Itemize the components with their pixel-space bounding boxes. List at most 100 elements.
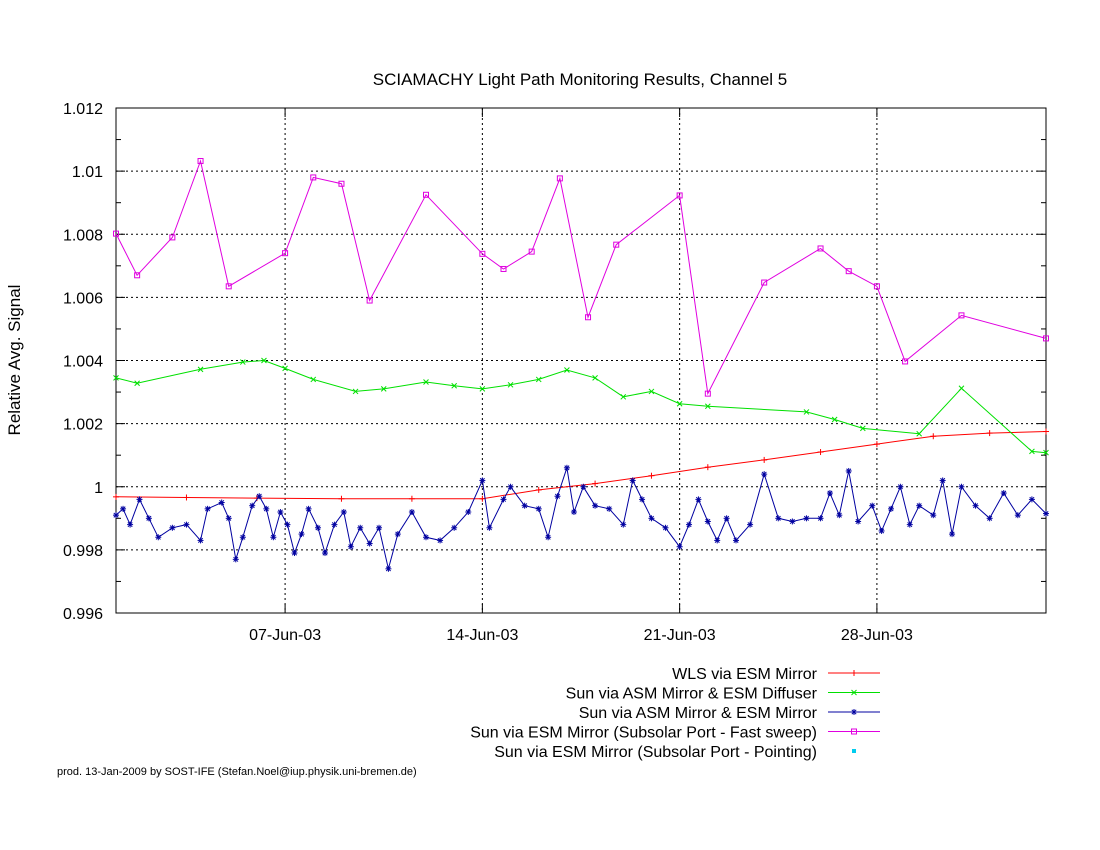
legend-label: Sun via ASM Mirror & ESM Mirror bbox=[579, 705, 818, 722]
data-point bbox=[113, 493, 119, 500]
data-point bbox=[338, 495, 345, 502]
data-point bbox=[479, 495, 486, 502]
data-point bbox=[958, 483, 965, 490]
data-point bbox=[305, 505, 312, 512]
y-tick-label: 1.01 bbox=[72, 164, 103, 181]
data-point bbox=[338, 180, 345, 187]
data-point bbox=[958, 312, 965, 319]
x-tick-label: 07-Jun-03 bbox=[249, 627, 321, 644]
y-tick-label: 1.002 bbox=[63, 417, 103, 434]
data-point bbox=[366, 297, 373, 304]
series-group bbox=[113, 158, 1049, 572]
data-point bbox=[134, 272, 141, 279]
data-point bbox=[851, 728, 857, 735]
data-point bbox=[803, 515, 810, 522]
data-point bbox=[676, 400, 683, 407]
data-point bbox=[423, 534, 429, 541]
data-point bbox=[648, 472, 655, 479]
data-point bbox=[972, 502, 979, 509]
data-point bbox=[465, 509, 472, 515]
data-point bbox=[423, 191, 429, 198]
data-point bbox=[648, 388, 655, 395]
data-point bbox=[169, 234, 176, 241]
data-point bbox=[500, 496, 507, 503]
data-point bbox=[127, 521, 134, 528]
data-point bbox=[606, 505, 613, 512]
data-point bbox=[528, 248, 535, 255]
data-point bbox=[380, 386, 387, 392]
data-point bbox=[535, 505, 542, 512]
data-point bbox=[486, 524, 493, 531]
y-tick-label: 0.996 bbox=[63, 606, 103, 623]
data-point bbox=[408, 495, 415, 502]
series-2 bbox=[113, 357, 1049, 456]
data-point bbox=[352, 388, 359, 395]
data-point bbox=[789, 518, 796, 525]
data-point bbox=[479, 386, 486, 392]
data-point bbox=[916, 430, 923, 437]
data-point bbox=[437, 537, 444, 544]
data-point bbox=[270, 534, 277, 541]
data-point bbox=[852, 749, 856, 753]
series-1 bbox=[113, 428, 1049, 502]
y-axis-label: Relative Avg. Signal bbox=[5, 285, 24, 436]
data-point bbox=[347, 543, 354, 550]
data-point bbox=[723, 515, 730, 522]
series-line bbox=[115, 359, 1047, 454]
data-point bbox=[831, 416, 838, 423]
data-point bbox=[451, 382, 458, 389]
data-point bbox=[120, 505, 127, 512]
x-ticks: 07-Jun-03 14-Jun-03 21-Jun-03 28-Jun-03 bbox=[249, 108, 913, 644]
data-point bbox=[376, 524, 383, 531]
data-point bbox=[888, 505, 894, 512]
data-point bbox=[676, 543, 683, 550]
data-point bbox=[639, 496, 646, 503]
data-point bbox=[851, 689, 857, 696]
data-point bbox=[554, 493, 561, 500]
data-point bbox=[585, 314, 592, 321]
data-point bbox=[134, 380, 140, 387]
data-point bbox=[845, 268, 852, 275]
data-point bbox=[155, 534, 162, 541]
data-point bbox=[592, 502, 599, 509]
data-point bbox=[225, 283, 232, 290]
data-point bbox=[310, 376, 317, 383]
data-point bbox=[545, 534, 552, 541]
data-point bbox=[385, 565, 392, 572]
data-point bbox=[1043, 449, 1049, 456]
data-point bbox=[817, 515, 824, 522]
data-point bbox=[817, 449, 824, 456]
data-point bbox=[1043, 428, 1049, 435]
data-point bbox=[282, 250, 289, 257]
data-point bbox=[580, 483, 587, 490]
data-point bbox=[394, 531, 401, 538]
data-point bbox=[873, 283, 880, 290]
y-tick-label: 0.998 bbox=[63, 543, 103, 560]
data-point bbox=[845, 467, 852, 474]
data-point bbox=[949, 531, 956, 538]
data-point bbox=[277, 509, 284, 515]
data-point bbox=[930, 433, 937, 440]
data-point bbox=[204, 505, 211, 512]
data-point bbox=[322, 550, 329, 557]
data-point bbox=[873, 441, 880, 448]
data-point bbox=[613, 241, 620, 248]
data-point bbox=[676, 192, 683, 199]
data-point bbox=[136, 496, 143, 503]
data-point bbox=[239, 534, 246, 541]
data-point bbox=[408, 509, 415, 515]
data-point bbox=[451, 524, 458, 531]
data-point bbox=[197, 537, 204, 544]
x-tick-label: 14-Jun-03 bbox=[446, 627, 518, 644]
legend-label: WLS via ESM Mirror bbox=[672, 666, 818, 683]
data-point bbox=[1014, 512, 1021, 519]
y-tick-label: 1.012 bbox=[63, 101, 103, 118]
data-point bbox=[986, 515, 993, 522]
data-point bbox=[263, 505, 270, 512]
footer-credit: prod. 13-Jan-2009 by SOST-IFE (Stefan.No… bbox=[57, 766, 417, 778]
data-point bbox=[662, 524, 669, 531]
data-point bbox=[775, 515, 782, 522]
data-point bbox=[939, 477, 946, 484]
y-tick-label: 1 bbox=[94, 480, 103, 497]
data-point bbox=[1043, 335, 1049, 342]
